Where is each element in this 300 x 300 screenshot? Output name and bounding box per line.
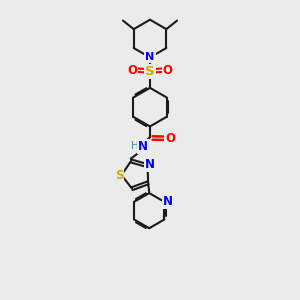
Text: O: O	[163, 64, 172, 76]
Text: N: N	[146, 52, 154, 62]
Text: S: S	[115, 169, 123, 182]
Text: H: H	[131, 141, 139, 151]
Text: O: O	[165, 132, 175, 145]
Text: O: O	[128, 64, 137, 76]
Text: N: N	[163, 195, 173, 208]
Text: N: N	[145, 158, 155, 171]
Text: S: S	[145, 65, 155, 78]
Text: N: N	[138, 140, 148, 153]
